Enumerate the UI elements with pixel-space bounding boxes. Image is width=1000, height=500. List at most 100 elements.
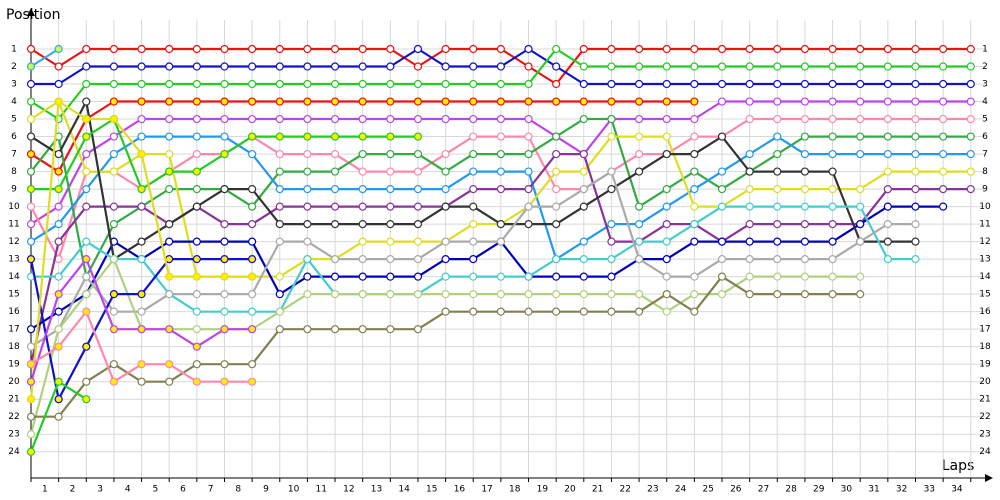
position-marker [109,307,119,316]
position-marker [109,167,119,176]
position-marker [662,114,671,124]
position-marker [358,114,367,124]
position-marker [690,202,699,211]
position-marker [303,167,312,176]
position-marker [939,202,948,211]
position-marker [358,325,367,334]
position-marker [469,62,478,71]
position-marker [54,79,63,89]
position-marker [248,114,257,124]
y-tick-label: 4 [11,97,17,107]
position-marker [109,220,119,229]
position-marker [800,79,810,89]
position-marker [358,184,367,194]
position-marker [137,79,146,89]
position-marker [662,44,671,54]
position-marker [800,255,810,264]
position-marker [109,377,119,386]
position-marker [745,44,754,54]
x-axis-arrow [985,474,993,482]
position-marker [54,395,63,404]
position-marker [690,184,699,194]
position-marker [358,202,367,211]
position-marker [82,237,91,246]
position-marker [911,255,920,264]
position-marker [690,79,699,89]
position-marker [248,44,257,54]
y-tick-label: 24 [8,447,20,457]
position-marker [773,132,782,141]
position-marker [54,184,63,194]
position-marker [82,114,91,124]
position-marker [552,202,561,211]
position-marker [745,290,754,299]
position-marker [717,132,727,141]
position-marker [717,255,727,264]
position-marker [496,114,505,124]
position-marker [634,132,644,141]
position-marker [413,290,423,299]
position-marker [828,79,837,89]
position-marker [828,62,837,71]
position-marker [192,307,201,316]
position-marker [386,149,395,159]
position-marker [828,114,837,124]
position-marker [607,290,616,299]
position-marker [358,44,367,54]
position-marker [800,220,810,229]
position-marker [634,220,644,229]
x-tick-label: 16 [454,485,466,495]
position-marker [54,237,63,246]
position-marker [856,79,865,89]
position-marker [137,114,146,124]
y-tick-label: 14 [8,272,20,282]
position-marker [469,290,478,299]
position-marker [745,167,754,176]
position-marker [82,202,91,211]
position-marker [634,79,644,89]
position-marker [773,184,782,194]
position-marker [856,272,865,281]
position-marker [26,447,36,456]
x-tick-label: 10 [288,485,300,495]
position-marker [165,184,174,194]
y-tick-label: 20 [8,377,20,387]
position-marker [192,79,201,89]
x-tick-label: 5 [153,485,159,495]
position-marker [607,97,616,106]
position-marker [717,62,727,71]
position-marker [220,237,229,246]
position-marker [939,114,948,124]
position-marker [137,149,146,159]
position-marker [358,290,367,299]
position-marker [773,44,782,54]
position-marker [220,360,229,369]
position-marker [773,220,782,229]
position-marker [54,97,63,106]
position-marker [54,62,63,71]
position-marker [496,307,505,316]
position-marker [607,220,616,229]
position-marker [386,114,395,124]
position-marker [607,79,616,89]
position-marker [386,79,395,89]
position-marker [662,220,671,229]
position-marker [662,132,671,141]
position-marker [524,114,533,124]
position-marker [248,307,257,316]
position-marker [413,167,423,176]
position-marker [82,44,91,54]
position-marker [856,97,865,106]
position-marker [690,62,699,71]
position-marker [662,202,671,211]
position-marker [26,325,36,334]
position-marker [441,114,450,124]
position-marker [634,237,644,246]
position-marker [109,44,119,54]
position-marker [662,97,671,106]
position-marker [634,44,644,54]
y-tick-label: 15 [8,290,19,300]
y-tick-label: 16 [8,307,20,317]
position-marker [441,97,450,106]
position-marker [883,97,892,106]
